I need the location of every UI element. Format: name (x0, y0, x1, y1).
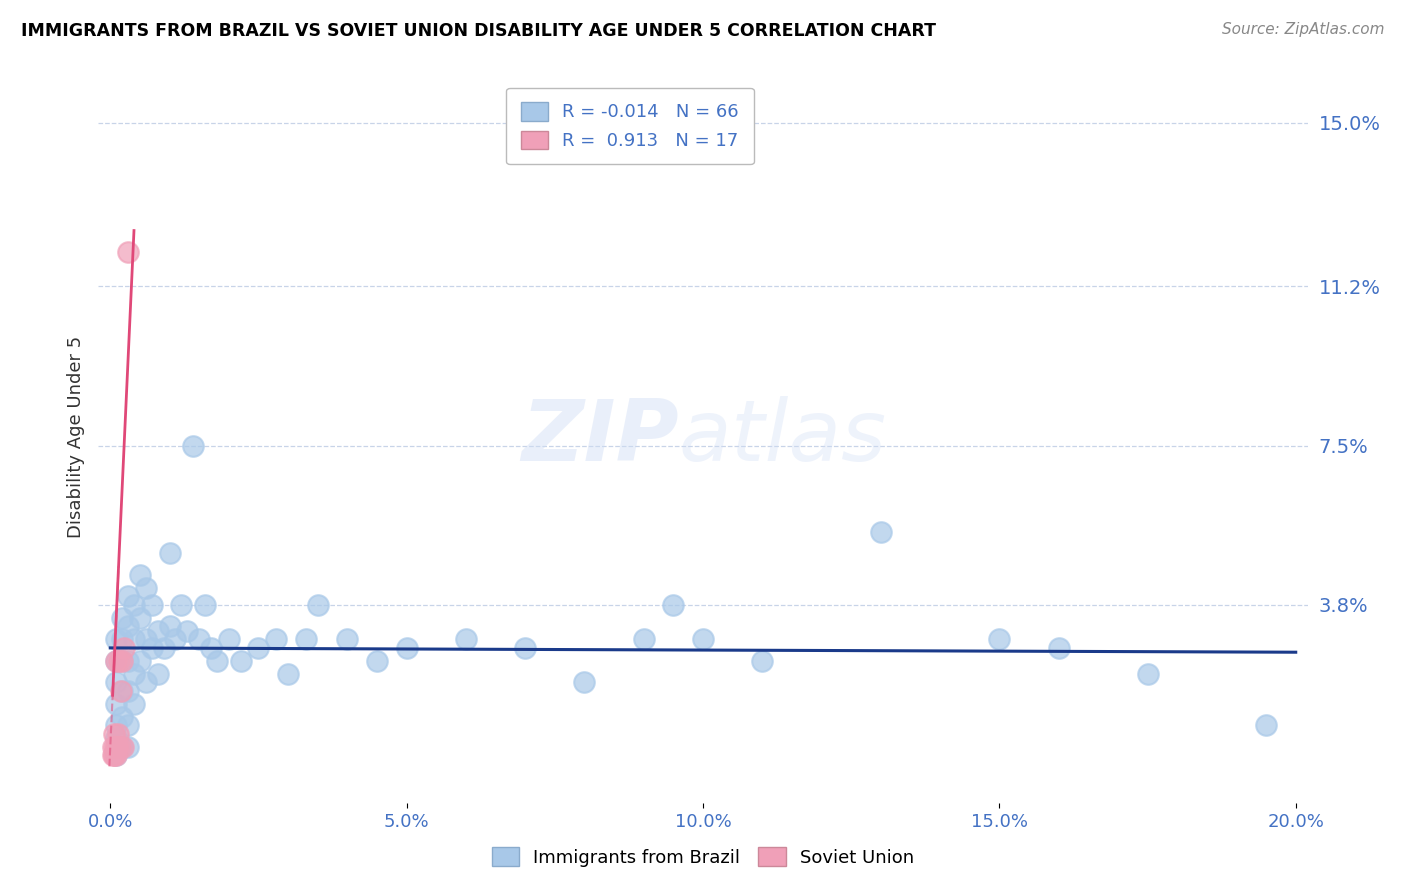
Point (111, 654, 134, 668)
Point (129, 654, 152, 668)
Point (336, 632, 359, 647)
Point (111, 684, 134, 698)
Point (194, 598, 217, 612)
Point (229, 654, 252, 668)
Point (869, 524, 891, 539)
Point (117, 739, 139, 754)
Point (1254, 718, 1277, 732)
Point (692, 632, 714, 647)
Point (146, 624, 169, 638)
Point (751, 654, 773, 668)
Point (395, 640, 418, 655)
Point (122, 598, 145, 612)
Text: atlas: atlas (679, 395, 887, 479)
Point (105, 632, 128, 647)
Point (111, 710, 134, 724)
Point (117, 654, 139, 668)
Point (277, 666, 299, 681)
Point (117, 718, 139, 732)
Point (105, 718, 128, 732)
Point (218, 632, 240, 647)
Legend: Immigrants from Brazil, Soviet Union: Immigrants from Brazil, Soviet Union (485, 840, 921, 874)
Point (146, 666, 169, 681)
Point (108, 739, 131, 754)
Point (105, 748, 128, 763)
Point (122, 697, 145, 711)
Point (103, 739, 125, 754)
Point (135, 675, 157, 690)
Point (117, 589, 139, 603)
Point (105, 697, 128, 711)
Text: ZIP: ZIP (522, 395, 679, 479)
Point (111, 632, 134, 647)
Point (188, 632, 211, 647)
Point (515, 640, 537, 655)
Point (247, 640, 270, 655)
Point (114, 640, 136, 655)
Point (454, 632, 477, 647)
Text: IMMIGRANTS FROM BRAZIL VS SOVIET UNION DISABILITY AGE UNDER 5 CORRELATION CHART: IMMIGRANTS FROM BRAZIL VS SOVIET UNION D… (21, 22, 936, 40)
Point (107, 727, 129, 741)
Point (105, 654, 128, 668)
Point (129, 567, 152, 582)
Point (662, 598, 685, 612)
Point (112, 739, 135, 754)
Point (181, 439, 204, 453)
Legend: R = -0.014   N = 66, R =  0.913   N = 17: R = -0.014 N = 66, R = 0.913 N = 17 (506, 87, 754, 164)
Point (170, 598, 193, 612)
Point (111, 739, 134, 754)
Point (988, 632, 1011, 647)
Point (110, 684, 132, 698)
Point (205, 654, 228, 668)
Point (574, 675, 596, 690)
Point (295, 632, 318, 647)
Point (135, 581, 157, 595)
Point (105, 654, 128, 668)
Point (117, 245, 139, 260)
Point (104, 739, 127, 754)
Point (264, 632, 287, 647)
Text: Source: ZipAtlas.com: Source: ZipAtlas.com (1222, 22, 1385, 37)
Point (135, 632, 157, 647)
Point (165, 632, 187, 647)
Point (176, 624, 198, 638)
Point (117, 619, 139, 633)
Point (129, 611, 152, 625)
Point (108, 654, 131, 668)
Point (159, 546, 181, 560)
Point (111, 611, 134, 625)
Point (122, 632, 145, 647)
Y-axis label: Disability Age Under 5: Disability Age Under 5 (66, 336, 84, 538)
Point (104, 748, 127, 763)
Point (152, 640, 174, 655)
Point (366, 654, 388, 668)
Point (105, 675, 128, 690)
Point (307, 598, 329, 612)
Point (111, 654, 134, 668)
Point (101, 748, 124, 763)
Point (122, 666, 145, 681)
Point (633, 632, 655, 647)
Point (200, 640, 222, 655)
Point (159, 619, 181, 633)
Point (1047, 640, 1070, 655)
Point (105, 731, 128, 746)
Point (103, 748, 125, 763)
Point (1136, 666, 1159, 681)
Point (117, 684, 139, 698)
Point (105, 739, 128, 754)
Point (141, 640, 163, 655)
Point (103, 727, 125, 741)
Point (141, 598, 163, 612)
Point (105, 739, 128, 754)
